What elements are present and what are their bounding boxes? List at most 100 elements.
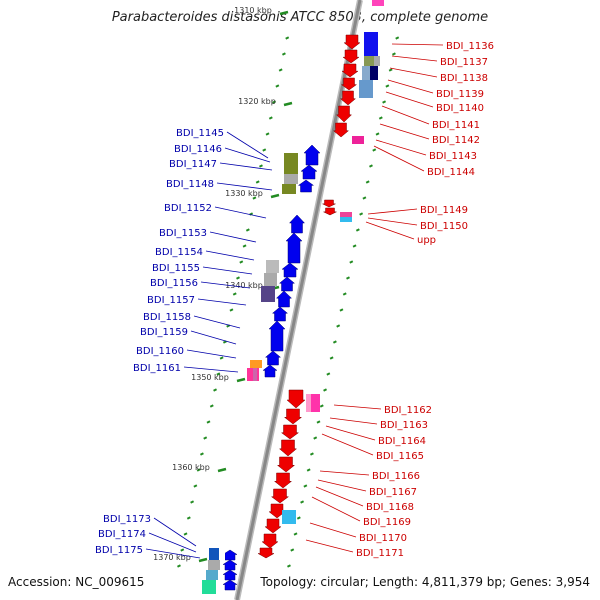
right-gene-label: BDI_1142 — [432, 135, 480, 146]
scale-dot-right — [385, 84, 390, 88]
gene-feature-box — [370, 66, 378, 80]
right-leader-line — [391, 43, 444, 46]
right-gene-label: BDI_1170 — [359, 533, 407, 544]
right-leader-line — [309, 522, 357, 538]
left-gene-label: BDI_1161 — [133, 363, 181, 374]
gene-feature-box — [359, 80, 373, 98]
scale-dot-left — [252, 196, 257, 200]
right-leader-line — [387, 79, 434, 94]
reverse-gene-arrow — [273, 472, 293, 489]
forward-gene-arrow — [278, 276, 296, 292]
reverse-gene-arrow — [286, 389, 306, 409]
right-leader-line — [329, 417, 378, 425]
scale-dot-left — [285, 36, 290, 40]
left-gene-label: BDI_1148 — [166, 179, 214, 190]
scale-dot-left — [199, 452, 204, 456]
scale-dot-left — [209, 404, 214, 408]
right-leader-line — [317, 479, 367, 492]
gene-feature-box — [374, 56, 380, 66]
reverse-gene-arrow — [276, 456, 296, 473]
scale-dot-right — [355, 228, 360, 232]
reverse-gene-arrow — [341, 63, 359, 78]
gene-feature-box — [209, 548, 219, 560]
gene-feature-box — [206, 570, 218, 580]
reverse-gene-arrow — [323, 207, 337, 216]
left-gene-label: BDI_1154 — [155, 247, 203, 258]
scale-dot-right — [375, 132, 380, 136]
left-gene-label: BDI_1153 — [159, 228, 207, 239]
left-gene-label: BDI_1173 — [103, 514, 151, 525]
scale-tick — [279, 10, 289, 16]
scale-dot-right — [309, 452, 314, 456]
topology-label: Topology: circular; Length: 4,811,379 bp… — [260, 575, 590, 589]
left-leader-line — [190, 330, 237, 345]
reverse-gene-arrow — [268, 503, 286, 519]
gene-feature-box — [340, 217, 352, 222]
scale-dot-right — [395, 36, 400, 40]
left-leader-line — [145, 548, 201, 559]
right-gene-label: BDI_1137 — [440, 57, 488, 68]
right-leader-line — [333, 404, 382, 410]
reverse-gene-arrow — [257, 547, 275, 559]
forward-gene-arrow — [222, 559, 238, 571]
scale-dot-left — [242, 244, 247, 248]
right-gene-label: BDI_1169 — [363, 517, 411, 528]
scale-dot-right — [359, 212, 364, 216]
left-leader-line — [202, 266, 253, 275]
scale-dot-left — [281, 52, 286, 56]
scale-dot-left — [268, 116, 273, 120]
right-gene-label: BDI_1162 — [384, 405, 432, 416]
gene-feature-box — [282, 184, 296, 194]
right-gene-label: BDI_1138 — [440, 73, 488, 84]
scale-dot-right — [293, 532, 298, 536]
gene-feature-box — [202, 580, 216, 594]
scale-dot-right — [326, 372, 331, 376]
scale-dot-left — [196, 468, 201, 472]
gene-feature-box — [284, 153, 298, 174]
left-leader-line — [224, 147, 271, 163]
left-gene-label: BDI_1174 — [98, 529, 146, 540]
scale-dot-right — [316, 420, 321, 424]
scale-dot-right — [382, 100, 387, 104]
reverse-gene-arrow — [278, 439, 298, 457]
scale-dot-left — [229, 308, 234, 312]
left-gene-label: BDI_1159 — [140, 327, 188, 338]
scale-dot-left — [232, 292, 237, 296]
scale-dot-right — [319, 404, 324, 408]
right-gene-label: BDI_1166 — [372, 471, 420, 482]
scale-label: 1320 kbp — [238, 97, 276, 106]
right-gene-label: BDI_1150 — [420, 221, 468, 232]
left-leader-line — [186, 349, 237, 359]
right-gene-label: BDI_1136 — [446, 41, 494, 52]
left-leader-line — [219, 162, 273, 171]
scale-dot-right — [300, 500, 305, 504]
left-leader-line — [148, 532, 197, 553]
scale-dot-left — [213, 388, 218, 392]
left-gene-label: BDI_1160 — [136, 346, 184, 357]
scale-dot-left — [219, 356, 224, 360]
scale-dot-left — [272, 100, 277, 104]
scale-dot-right — [336, 324, 341, 328]
reverse-gene-arrow — [280, 424, 300, 440]
forward-gene-arrow — [285, 232, 303, 264]
left-gene-label: BDI_1175 — [95, 545, 143, 556]
left-gene-label: BDI_1147 — [169, 159, 217, 170]
left-gene-label: BDI_1152 — [164, 203, 212, 214]
genome-title: Parabacteroides distasonis ATCC 8503, co… — [111, 10, 489, 25]
right-gene-label: BDI_1149 — [420, 205, 468, 216]
scale-dot-right — [332, 340, 337, 344]
left-gene-label: BDI_1157 — [147, 295, 195, 306]
scale-label: 1370 kbp — [153, 553, 191, 562]
scale-dot-left — [186, 516, 191, 520]
scale-tick — [283, 101, 293, 107]
right-leader-line — [379, 123, 430, 140]
accession-label: Accession: NC_009615 — [8, 575, 145, 589]
gene-feature-box — [306, 394, 311, 412]
scale-dot-left — [262, 148, 267, 152]
left-gene-label: BDI_1155 — [152, 263, 200, 274]
reverse-gene-arrow — [343, 34, 361, 50]
scale-dot-left — [203, 436, 208, 440]
left-leader-line — [193, 315, 241, 329]
scale-dot-left — [255, 180, 260, 184]
